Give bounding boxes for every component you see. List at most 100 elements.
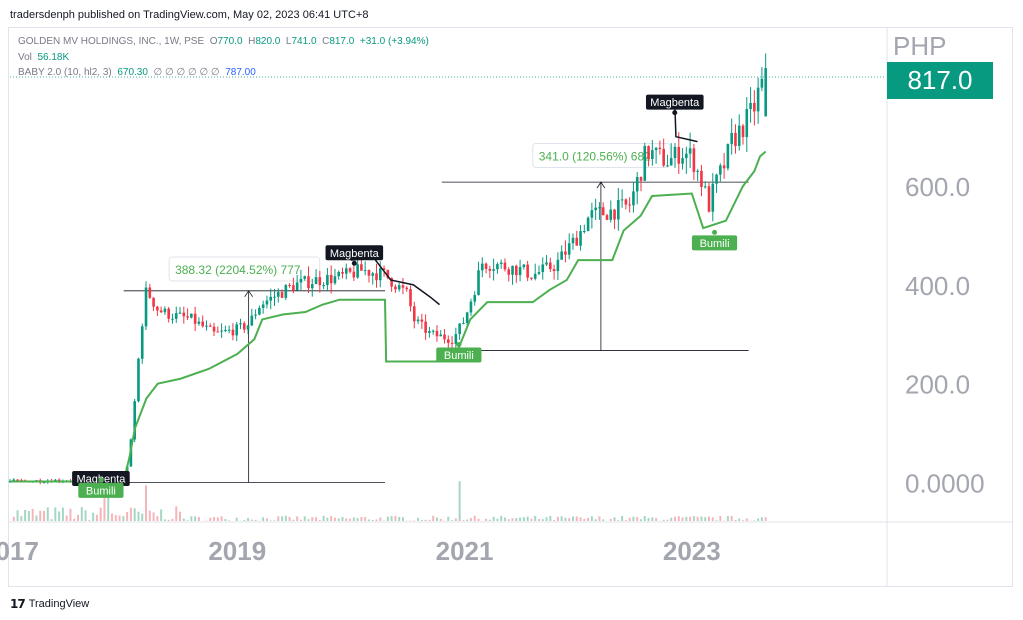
volume-bar — [545, 517, 548, 521]
candle-body — [620, 199, 624, 201]
candle-body — [518, 267, 522, 276]
volume-bar — [273, 520, 276, 521]
indicator-nulls: ∅ ∅ ∅ ∅ ∅ ∅ — [153, 67, 220, 78]
volume-bar — [473, 515, 476, 521]
candle-body — [378, 268, 382, 281]
candle-body — [583, 231, 586, 233]
volume-bar — [541, 519, 544, 521]
volume-bar — [186, 520, 189, 521]
measure-label-box — [168, 256, 321, 282]
candle-body — [382, 268, 386, 270]
volume-bar — [254, 519, 257, 521]
candle-body — [405, 287, 409, 290]
volume-bar — [54, 507, 57, 521]
candle-body — [280, 292, 284, 298]
price-axis[interactable]: 600.0 400.0 200.0 0.0000 — [905, 172, 985, 498]
candle-body — [420, 319, 424, 322]
candle-body — [439, 334, 443, 337]
volume-bar — [88, 520, 91, 521]
volume-bar — [107, 479, 110, 521]
candle-body — [552, 269, 556, 272]
candle-body — [666, 165, 669, 167]
volume-bar — [296, 516, 299, 521]
candle-body — [394, 286, 397, 290]
time-axis[interactable]: 2017 2019 2021 2023 — [0, 536, 721, 566]
candle-body — [458, 323, 461, 335]
indicator-label[interactable]: BABY 2.0 (10, hl2, 3) — [18, 67, 112, 78]
candle-body — [628, 204, 631, 206]
candle-body — [386, 269, 390, 278]
candle-body — [477, 270, 480, 296]
candle-body — [685, 153, 688, 159]
candle-body — [156, 306, 159, 311]
volume-bar — [250, 519, 253, 521]
candle-body — [579, 231, 582, 246]
volume-bar — [122, 516, 125, 521]
high-value: 820.0 — [255, 36, 281, 47]
symbol-name[interactable]: GOLDEN MV HOLDINGS, INC., 1W, PSE — [18, 36, 205, 47]
volume-bar — [167, 519, 170, 521]
candle-body — [167, 308, 170, 319]
candle-body — [624, 199, 628, 205]
candle-body — [363, 270, 367, 272]
volume-bar — [621, 516, 624, 521]
buy-signal-badge — [691, 235, 738, 251]
measure-label: 388.32 (2204.52%) 777 — [175, 263, 301, 277]
candle-body — [201, 321, 204, 327]
candle-body — [530, 277, 533, 279]
candle-body — [560, 251, 563, 260]
volume-bar — [284, 515, 287, 521]
buy-signal-badge — [436, 347, 482, 363]
volume-bar — [447, 516, 450, 521]
candle-body — [288, 285, 291, 287]
volume-bar — [564, 517, 567, 521]
footer: 17 TradingView — [10, 597, 89, 611]
volume-bar — [224, 519, 227, 521]
candle-body — [669, 158, 673, 166]
candle-body — [186, 316, 189, 318]
candle-body — [235, 324, 239, 336]
volume-bar — [655, 517, 658, 521]
candle-body — [242, 323, 246, 330]
volume-bar — [432, 515, 435, 521]
volume-value: 56.18K — [37, 52, 70, 63]
volume-bar — [526, 516, 529, 521]
volume-bar — [458, 481, 461, 521]
volume-bar — [439, 518, 442, 521]
volume-bar — [24, 509, 27, 521]
volume-bar — [375, 519, 378, 521]
candle-body — [715, 174, 718, 184]
signal-dot-icon — [712, 229, 718, 235]
volume-bar — [738, 518, 741, 521]
volume-bar — [715, 520, 718, 521]
volume-bar — [148, 510, 151, 521]
y-tick-label: 200.0 — [905, 370, 970, 400]
volume-label[interactable]: Vol — [18, 52, 32, 63]
change-value: +31.0 (+3.94%) — [359, 36, 429, 47]
candle-body — [171, 318, 174, 320]
volume-bar — [560, 516, 563, 521]
signal-label: Magbenta — [330, 248, 380, 260]
volume-bar — [496, 518, 499, 521]
candle-body — [212, 326, 216, 332]
volume-bar — [95, 514, 98, 521]
candle-body — [737, 125, 741, 146]
volume-bar — [133, 508, 136, 521]
volume-bar — [197, 517, 200, 521]
candle-body — [462, 322, 465, 324]
candle-body — [594, 207, 597, 211]
footer-brand[interactable]: TradingView — [28, 598, 90, 610]
volume-bar — [364, 517, 367, 521]
close-label: C — [322, 36, 330, 47]
volume-bar — [46, 507, 49, 521]
volume-bar — [466, 519, 469, 521]
volume-bar — [394, 515, 397, 521]
volume-bar — [730, 515, 733, 521]
y-tick-label: 400.0 — [905, 271, 970, 301]
candle-body — [42, 482, 46, 484]
candle-body — [711, 183, 715, 212]
y-tick-label: 600.0 — [905, 172, 970, 202]
trail-line — [10, 150, 767, 483]
volume-bar — [500, 515, 503, 521]
